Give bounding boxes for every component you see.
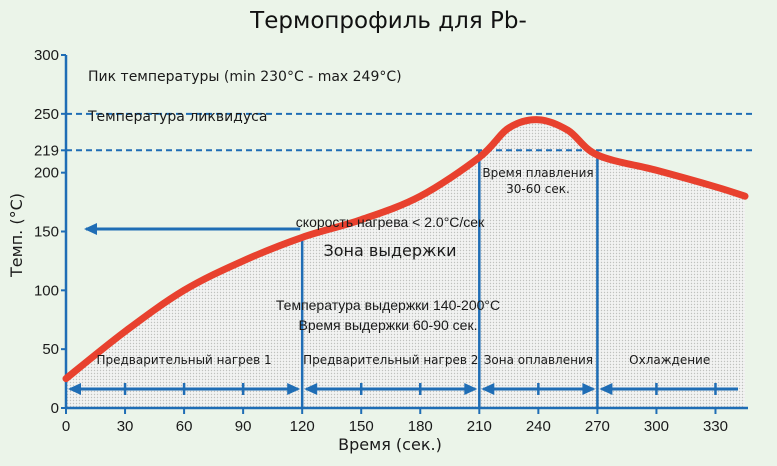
y-tick-label-150: 150 (34, 224, 59, 241)
soak-zone-label: Зона выдержки (324, 241, 457, 260)
area-under-curve (66, 119, 745, 408)
peak-temp-label: Пик температуры (min 230°C - max 249°C) (88, 69, 402, 85)
x-tick-label-0: 0 (62, 418, 70, 435)
y-tick-label-219: 219 (34, 142, 59, 159)
x-tick-label-300: 300 (644, 418, 669, 435)
zone-arrow-4-head-left (599, 383, 613, 395)
x-tick-label-330: 330 (703, 418, 728, 435)
zone-arrow-3-head-right (582, 383, 596, 395)
x-tick-label-210: 210 (467, 418, 492, 435)
zone-label-3: Зона оплавления (484, 353, 593, 367)
x-axis-label: Время (сек.) (338, 435, 442, 454)
x-tick-label-240: 240 (526, 418, 551, 435)
x-tick-label-30: 30 (117, 418, 134, 435)
zone-label-4: Охлаждение (629, 353, 710, 367)
x-tick-label-150: 150 (349, 418, 374, 435)
zone-label-1: Предварительный нагрев 1 (96, 353, 271, 367)
y-tick-label-300: 300 (34, 47, 59, 64)
temperature-curve (62, 116, 749, 383)
soak-time-label: Время выдержки 60-90 сек. (299, 317, 478, 333)
x-tick-label-60: 60 (176, 418, 193, 435)
x-tick-label-180: 180 (408, 418, 433, 435)
x-tick-label-120: 120 (290, 418, 315, 435)
zone-arrow-2 (304, 383, 478, 395)
zone-arrow-2-head-right (464, 383, 478, 395)
y-tick-label-0: 0 (51, 400, 59, 417)
x-tick-label-270: 270 (585, 418, 610, 435)
x-tick-label-90: 90 (235, 418, 252, 435)
zone-arrow-1-head-right (287, 383, 301, 395)
y-tick-label-250: 250 (34, 106, 59, 123)
melt-time-label-1: Время плавления (482, 166, 593, 180)
soak-temp-label: Температура выдержки 140-200°С (276, 297, 500, 313)
heating-rate-label: скорость нагрева < 2.0°С/сек (296, 214, 485, 230)
zone-arrow-2-head-left (304, 383, 318, 395)
zone-arrow-3-head-left (481, 383, 495, 395)
y-tick-label-100: 100 (34, 282, 59, 299)
soak-arrow (84, 223, 301, 235)
y-tick-label-200: 200 (34, 165, 59, 182)
zone-arrow-1-head-left (68, 383, 81, 395)
melt-time-label-2: 30-60 сек. (506, 182, 570, 196)
zone-label-2: Предварительный нагрев 2 (303, 353, 478, 367)
soak-arrow-head-left (84, 223, 97, 235)
y-tick-label-50: 50 (42, 341, 59, 358)
y-axis-label: Темп. (°С) (7, 193, 26, 278)
liquidus-label: Температура ликвидуса (87, 109, 267, 125)
chart-title: Термопрофиль для Pb- (250, 8, 527, 34)
